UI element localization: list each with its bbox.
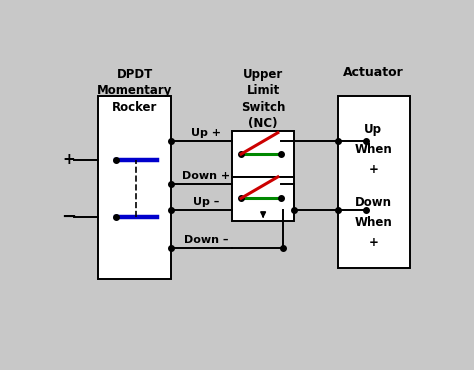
- Text: Upper: Upper: [243, 68, 283, 81]
- Text: Momentary: Momentary: [97, 84, 172, 97]
- Text: Switch: Switch: [241, 101, 285, 114]
- Text: Up: Up: [365, 123, 383, 137]
- Text: Up –: Up –: [193, 197, 219, 207]
- Text: When: When: [355, 143, 392, 156]
- Text: Up +: Up +: [191, 128, 221, 138]
- Text: (NC): (NC): [248, 117, 278, 130]
- Text: Limit: Limit: [246, 84, 280, 97]
- Text: Rocker: Rocker: [112, 101, 157, 114]
- Text: Down: Down: [355, 196, 392, 209]
- Text: Down –: Down –: [184, 235, 228, 245]
- Bar: [232, 131, 294, 177]
- Text: +: +: [368, 163, 378, 176]
- Text: Down +: Down +: [182, 171, 230, 181]
- Text: When: When: [355, 216, 392, 229]
- Text: −: −: [61, 208, 76, 226]
- Bar: [98, 96, 171, 279]
- Bar: [232, 177, 294, 221]
- Text: DPDT: DPDT: [117, 68, 153, 81]
- Bar: [338, 96, 410, 268]
- Text: +: +: [368, 236, 378, 249]
- Text: +: +: [62, 152, 75, 167]
- Text: Actuator: Actuator: [343, 66, 404, 80]
